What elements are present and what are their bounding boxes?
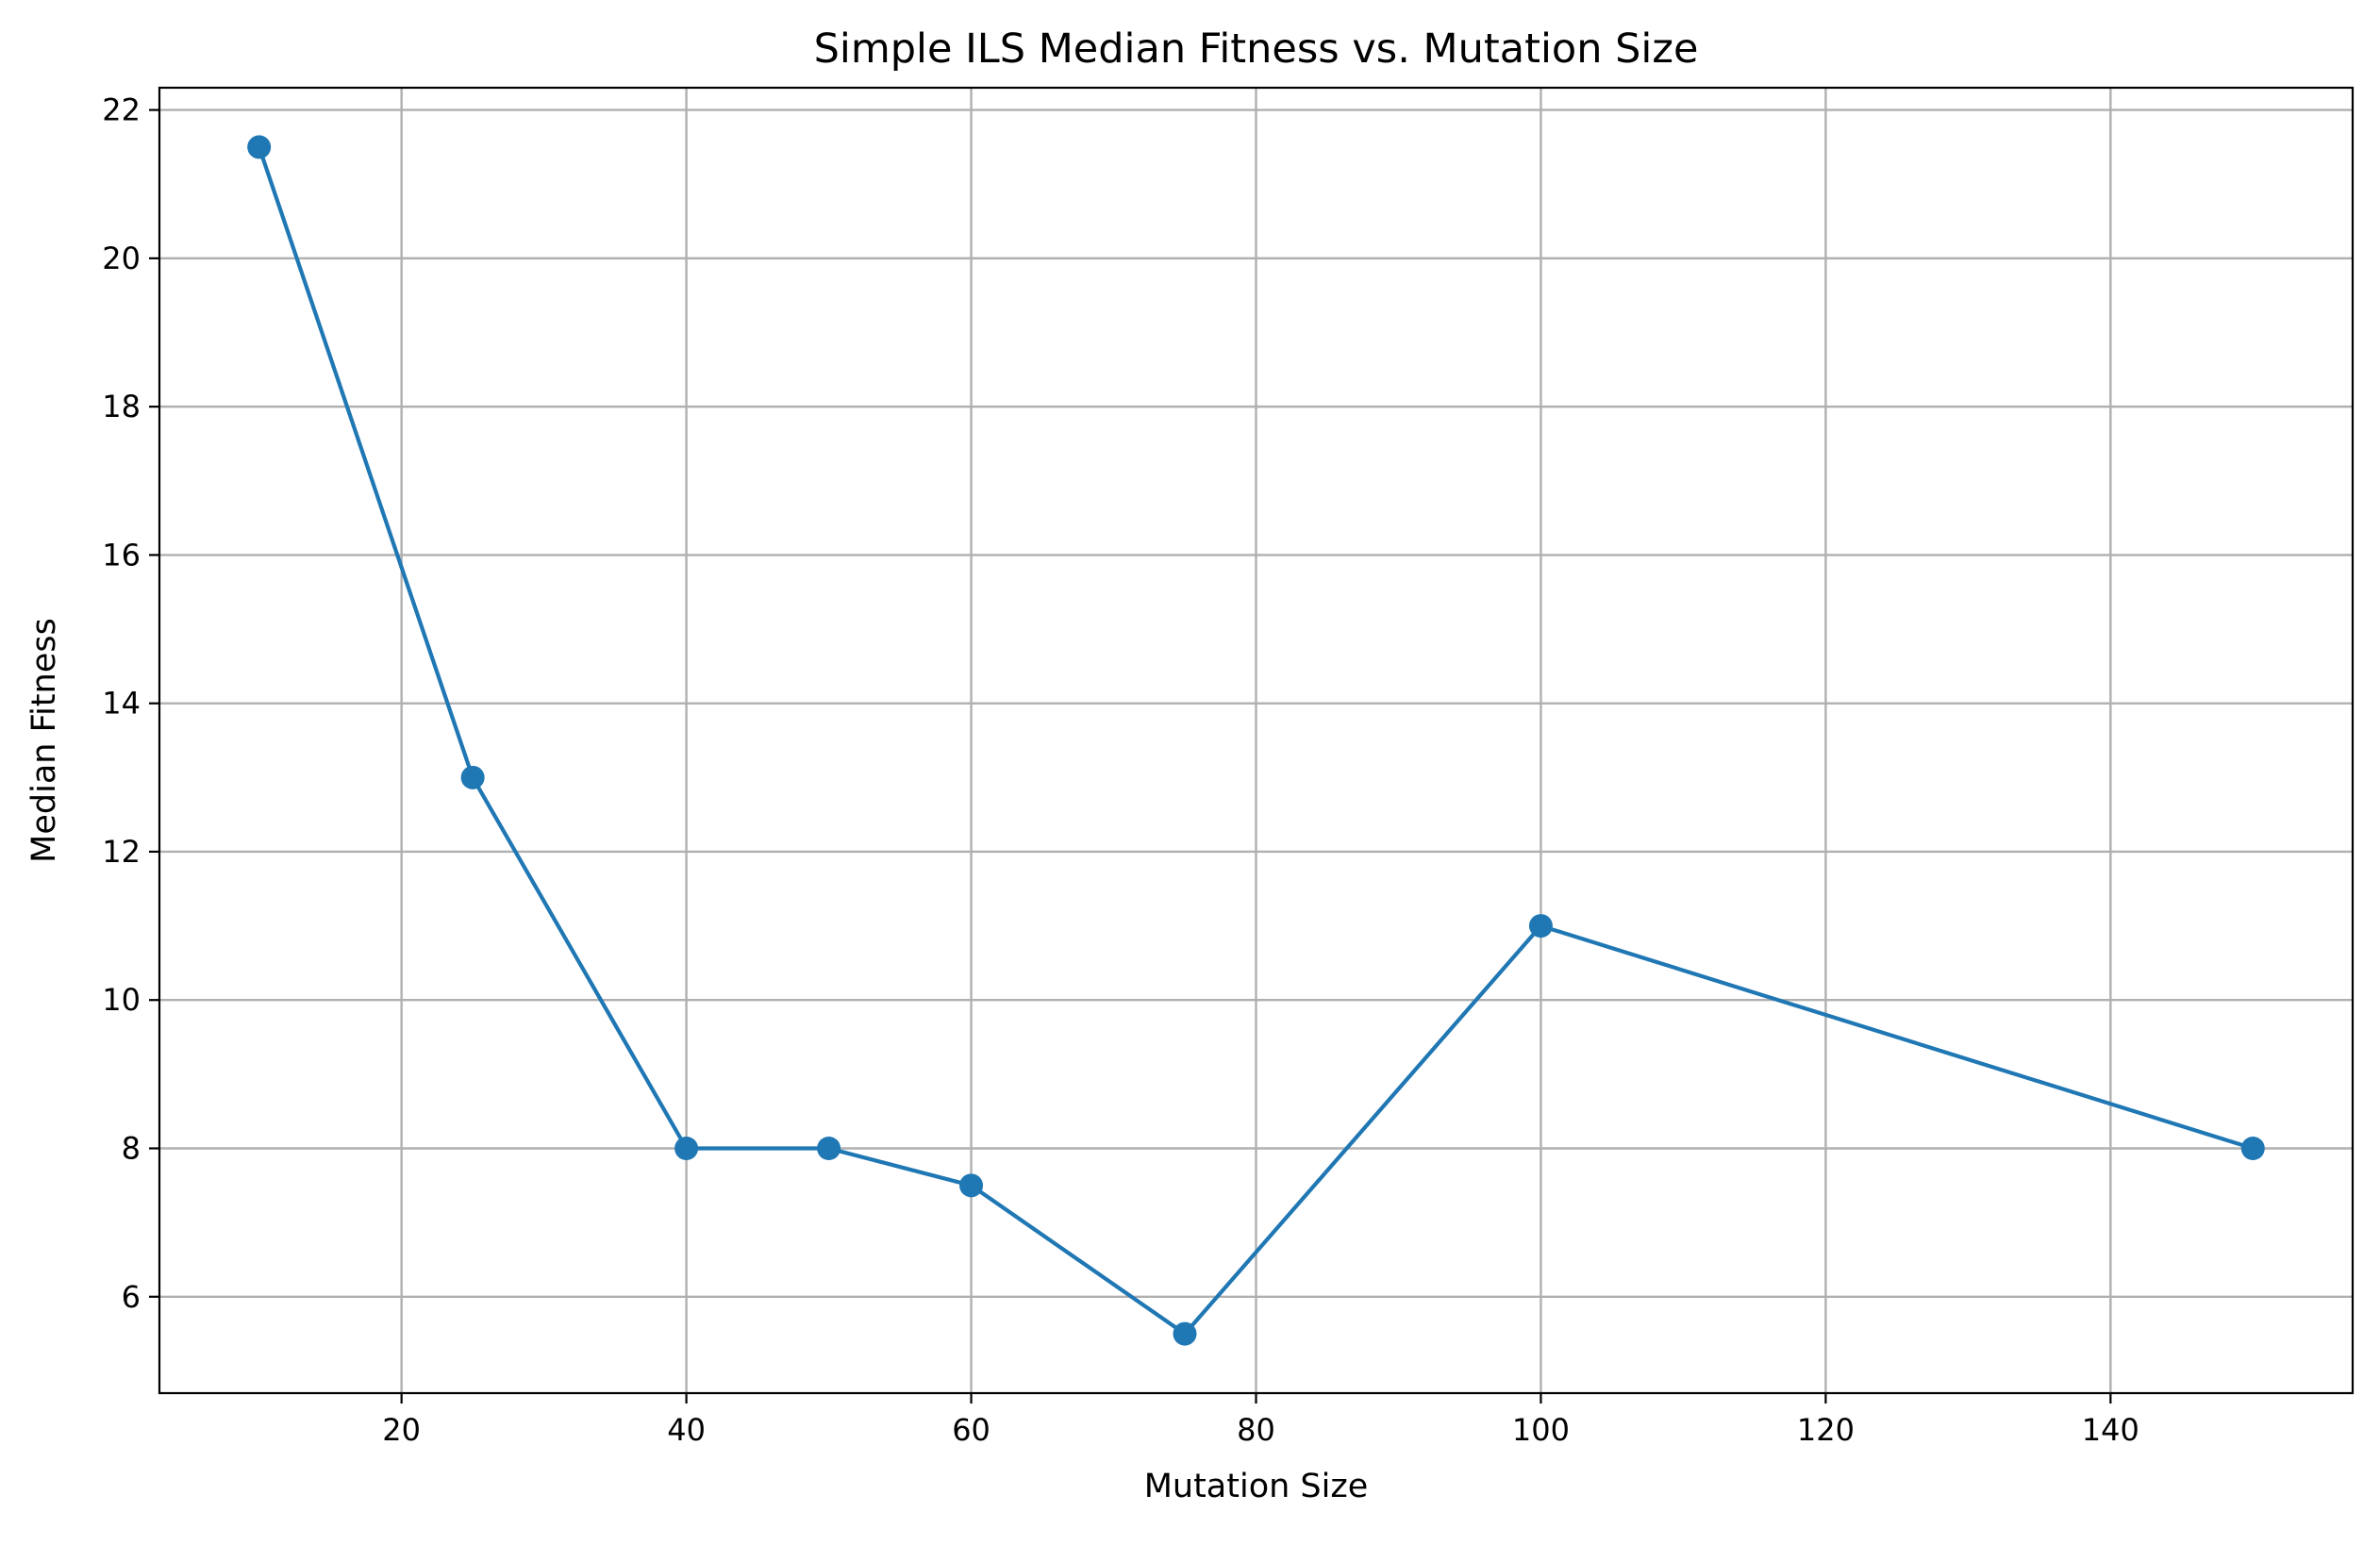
series-layer bbox=[247, 135, 2265, 1346]
x-tick-label: 100 bbox=[1512, 1412, 1570, 1448]
y-tick-label: 8 bbox=[122, 1131, 141, 1167]
x-tick-label: 20 bbox=[382, 1412, 421, 1448]
y-tick-label: 14 bbox=[102, 686, 141, 722]
data-point-marker bbox=[2240, 1137, 2265, 1160]
data-point-marker bbox=[1528, 914, 1553, 939]
x-tick-label: 80 bbox=[1237, 1412, 1275, 1448]
y-tick-label: 16 bbox=[102, 537, 141, 573]
data-point-marker bbox=[460, 765, 485, 789]
x-axis-label: Mutation Size bbox=[1144, 1468, 1369, 1505]
y-tick-label: 10 bbox=[102, 982, 141, 1018]
grid-lines bbox=[159, 88, 2353, 1393]
data-point-marker bbox=[247, 135, 272, 159]
data-point-marker bbox=[1173, 1321, 1197, 1346]
x-tick-label: 120 bbox=[1797, 1412, 1855, 1448]
axis-ticks: 20 40 60 80 100 120 140 6 8 10 12 14 16 18 20 22 bbox=[102, 92, 2139, 1448]
series-line bbox=[257, 144, 2255, 1337]
y-axis-label: Median Fitness bbox=[25, 618, 63, 863]
x-tick-label: 40 bbox=[667, 1412, 706, 1448]
y-tick-label: 18 bbox=[102, 389, 141, 424]
chart-title: Simple ILS Median Fitness vs. Mutation S… bbox=[814, 25, 1699, 73]
y-tick-label: 12 bbox=[102, 834, 141, 870]
y-tick-label: 6 bbox=[122, 1279, 141, 1315]
x-tick-label: 60 bbox=[952, 1412, 990, 1448]
data-point-marker bbox=[959, 1173, 984, 1198]
x-tick-label: 140 bbox=[2082, 1412, 2139, 1448]
data-point-marker bbox=[674, 1137, 699, 1160]
y-tick-label: 22 bbox=[102, 92, 141, 128]
data-point-marker bbox=[817, 1137, 841, 1160]
y-tick-label: 20 bbox=[102, 241, 141, 276]
